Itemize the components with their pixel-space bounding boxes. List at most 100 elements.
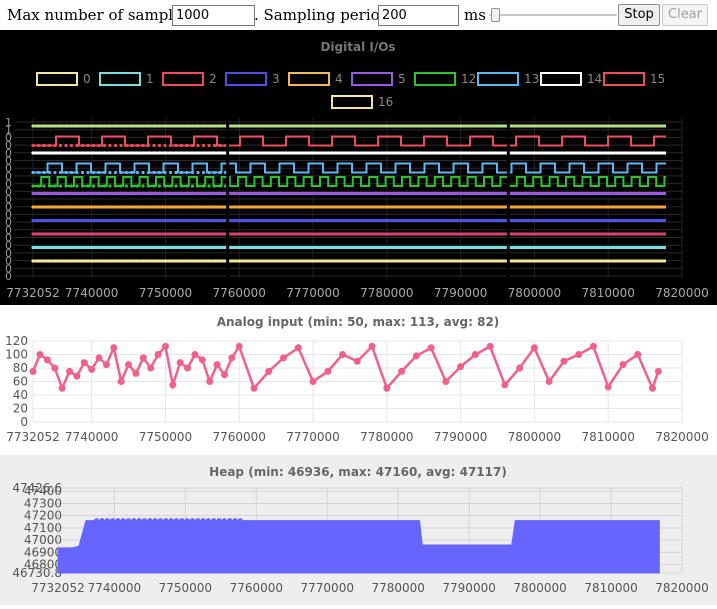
signal-point bbox=[212, 124, 217, 128]
slider-track bbox=[489, 14, 617, 16]
heap-point bbox=[152, 518, 158, 524]
signal-point bbox=[86, 184, 90, 188]
slider-thumb[interactable] bbox=[491, 8, 500, 22]
signal-point bbox=[86, 232, 90, 236]
signal-point bbox=[212, 184, 217, 188]
signal-point bbox=[75, 151, 79, 155]
heap-point bbox=[110, 518, 116, 524]
signal-point bbox=[97, 170, 101, 175]
signal-point bbox=[185, 184, 189, 188]
signal-point bbox=[36, 184, 41, 188]
signal-point bbox=[86, 151, 90, 155]
signal-point bbox=[42, 245, 46, 250]
analog-point bbox=[398, 367, 406, 375]
signal-point bbox=[168, 191, 173, 196]
signal-point bbox=[97, 124, 101, 128]
sampling-slider[interactable] bbox=[489, 8, 617, 22]
x-tick-label: 7780000 bbox=[371, 581, 424, 595]
analog-point bbox=[324, 367, 332, 375]
signal-point bbox=[196, 191, 200, 196]
signal-point bbox=[163, 205, 167, 209]
signal-point bbox=[108, 124, 112, 128]
signal-point bbox=[75, 245, 79, 250]
signal-point bbox=[64, 232, 68, 236]
lane-label: 0 bbox=[5, 131, 12, 144]
signal-point bbox=[97, 184, 101, 188]
clear-button[interactable]: Clear bbox=[662, 4, 708, 26]
signal-point bbox=[91, 143, 96, 148]
signal-point bbox=[75, 170, 79, 175]
signal-point bbox=[163, 184, 167, 188]
max-samples-input[interactable] bbox=[172, 5, 255, 26]
lane-label: 1 bbox=[5, 116, 12, 129]
signal-point bbox=[152, 191, 156, 196]
signal-point bbox=[174, 184, 178, 188]
signal-point bbox=[201, 184, 206, 188]
signal-point bbox=[201, 170, 206, 175]
lane-label: 0 bbox=[5, 162, 12, 175]
signal-point bbox=[119, 259, 123, 263]
y-tick-label: 100 bbox=[5, 348, 28, 362]
analog-point bbox=[88, 365, 96, 373]
signal-point bbox=[152, 170, 156, 175]
signal-point bbox=[201, 245, 206, 250]
chart-background bbox=[0, 30, 717, 305]
signal-point bbox=[152, 143, 156, 148]
signal-point bbox=[97, 232, 101, 236]
signal-point bbox=[190, 259, 195, 263]
analog-point bbox=[58, 384, 66, 392]
signal-point bbox=[190, 191, 195, 196]
analog-point bbox=[139, 354, 147, 362]
analog-point bbox=[80, 359, 88, 367]
signal-point bbox=[218, 151, 222, 155]
signal-point bbox=[207, 191, 211, 196]
signal-point bbox=[69, 218, 74, 223]
y-tick-label: 120 bbox=[5, 334, 28, 348]
legend-swatch bbox=[540, 72, 582, 86]
signal-point bbox=[185, 191, 189, 196]
lane-label: 0 bbox=[5, 139, 12, 152]
x-tick-label: 7750000 bbox=[139, 430, 192, 444]
signal-point bbox=[102, 151, 107, 155]
x-tick-label: 7780000 bbox=[360, 430, 413, 444]
signal-point bbox=[97, 191, 101, 196]
signal-point bbox=[157, 143, 162, 148]
signal-point bbox=[207, 151, 211, 155]
analog-point bbox=[147, 364, 155, 372]
signal-point bbox=[135, 245, 140, 250]
signal-point bbox=[141, 170, 145, 175]
signal-point bbox=[119, 143, 123, 148]
signal-point bbox=[152, 245, 156, 250]
signal-point bbox=[157, 151, 162, 155]
signal-point bbox=[80, 124, 85, 128]
signal-point bbox=[36, 259, 41, 263]
signal-point bbox=[91, 170, 96, 175]
signal-point bbox=[190, 232, 195, 236]
lane-label: 1 bbox=[5, 124, 12, 137]
heap-point bbox=[211, 518, 217, 524]
lane-label: 0 bbox=[5, 216, 12, 229]
signal-point bbox=[113, 143, 118, 148]
signal-point bbox=[53, 218, 57, 223]
analog-point bbox=[575, 351, 583, 358]
signal-point bbox=[201, 151, 206, 155]
stop-button[interactable]: Stop bbox=[618, 4, 660, 26]
analog-point bbox=[383, 384, 391, 392]
sampling-period-input[interactable] bbox=[378, 5, 459, 26]
signal-point bbox=[201, 191, 206, 196]
signal-point bbox=[108, 232, 112, 236]
signal-point bbox=[174, 259, 178, 263]
signal-point bbox=[119, 191, 123, 196]
signal-point bbox=[47, 191, 52, 196]
x-tick-label: 7800000 bbox=[508, 286, 561, 300]
x-tick-label: 7780000 bbox=[360, 286, 413, 300]
signal-point bbox=[42, 184, 46, 188]
signal-point bbox=[157, 232, 162, 236]
signal-point bbox=[218, 170, 222, 175]
signal-point bbox=[185, 232, 189, 236]
signal-point bbox=[157, 184, 162, 188]
signal-point bbox=[42, 151, 46, 155]
signal-point bbox=[141, 259, 145, 263]
signal-point bbox=[218, 205, 222, 209]
signal-point bbox=[218, 191, 222, 196]
